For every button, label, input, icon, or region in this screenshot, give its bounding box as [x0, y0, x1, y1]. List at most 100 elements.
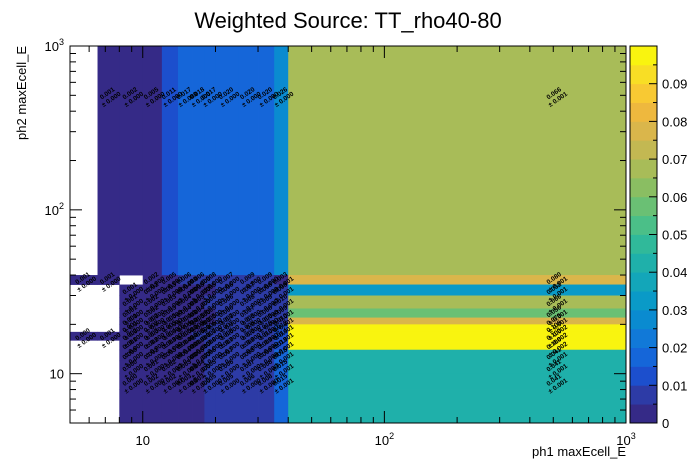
heatmap-cell — [119, 46, 144, 276]
heatmap-cell — [178, 349, 193, 362]
x-tick-label: 10 — [136, 433, 150, 448]
colorbar-band — [630, 46, 657, 66]
heatmap-cell — [258, 389, 275, 424]
colorbar-band — [630, 385, 657, 405]
heatmap-cell — [215, 331, 240, 341]
heatmap-cell — [258, 295, 275, 309]
heatmap-cell — [274, 331, 289, 341]
heatmap-cell — [274, 360, 289, 375]
y-tick-label: 10 — [50, 367, 64, 382]
heatmap-cell — [192, 349, 205, 362]
heatmap-cell — [119, 284, 144, 296]
x-axis-label: ph1 maxEcell_E — [532, 444, 626, 459]
heatmap-cell — [178, 324, 193, 333]
heatmap-cell — [178, 275, 193, 285]
heatmap-cell — [142, 295, 163, 309]
heatmap-cell — [288, 46, 627, 276]
heatmap-cell — [142, 324, 163, 333]
heatmap-cell — [142, 317, 163, 325]
heatmap-cell — [192, 284, 205, 296]
colorbar-band — [630, 404, 657, 424]
heatmap-cell — [215, 340, 240, 351]
colorbar-tick-label: 0.02 — [662, 341, 687, 356]
colorbar-tick-label: 0.01 — [662, 378, 687, 393]
colorbar-tick-label: 0.08 — [662, 114, 687, 129]
heatmap-cell — [161, 275, 179, 285]
heatmap-cell — [142, 349, 163, 362]
heatmap-cell — [161, 349, 179, 362]
heatmap-cell — [178, 360, 193, 375]
colorbar-tick-label: 0.03 — [662, 303, 687, 318]
heatmap-cell — [288, 295, 627, 309]
colorbar-band — [630, 253, 657, 273]
heatmap-cell — [142, 46, 163, 276]
chart-title: Weighted Source: TT_rho40-80 — [194, 8, 501, 33]
colorbar-band — [630, 64, 657, 85]
heatmap-cell — [142, 373, 163, 390]
heatmap-cell — [142, 275, 163, 285]
heatmap-cell — [161, 331, 179, 341]
heatmap-cell — [258, 373, 275, 390]
heatmap-cell — [192, 360, 205, 375]
heatmap-cell — [192, 46, 205, 276]
heatmap-cell — [238, 308, 259, 318]
heatmap-cell — [204, 349, 216, 362]
heatmap-cell — [204, 340, 216, 351]
heatmap-cell — [238, 349, 259, 362]
heatmap-cell — [238, 389, 259, 424]
heatmap-cell — [258, 308, 275, 318]
heatmap-cell — [192, 331, 205, 341]
heatmap-cell — [142, 340, 163, 351]
heatmap-cell — [258, 275, 275, 285]
heatmap-cell — [178, 373, 193, 390]
heatmap-cell — [192, 317, 205, 325]
heatmap-cell — [215, 389, 240, 424]
heatmap-cell — [178, 340, 193, 351]
heatmap-cell — [215, 295, 240, 309]
heatmap-cell — [97, 275, 120, 285]
heatmap-cell — [204, 331, 216, 341]
heatmap-cell — [204, 308, 216, 318]
x-tick-label: 102 — [375, 431, 394, 448]
heatmap-cell — [178, 317, 193, 325]
heatmap-cell — [274, 308, 289, 318]
heatmap-cell — [192, 324, 205, 333]
heatmap-cell — [192, 373, 205, 390]
heatmap-cell — [238, 360, 259, 375]
heatmap-cell — [215, 46, 240, 276]
heatmap-cell — [119, 331, 144, 341]
heatmap-cell — [288, 349, 627, 362]
heatmap-cell — [258, 360, 275, 375]
heatmap-cell — [215, 284, 240, 296]
heatmap-cell — [119, 295, 144, 309]
heatmap-cell — [238, 275, 259, 285]
heatmap-cell — [204, 373, 216, 390]
x-axis: 10 102 103 — [69, 46, 636, 448]
heatmap-cell — [238, 331, 259, 341]
heatmap-cell — [142, 331, 163, 341]
heatmap-cell — [274, 275, 289, 285]
heatmap-cell — [178, 284, 193, 296]
heatmap-cell — [274, 284, 289, 296]
y-axis-label: ph2 maxEcell_E — [14, 46, 29, 140]
color-scale: 0 0.01 0.02 0.03 0.04 0.05 0.06 0.07 0.08 0.09 — [629, 45, 687, 431]
colorbar-band — [630, 234, 657, 254]
colorbar-band — [630, 291, 657, 311]
heatmap-cell — [215, 360, 240, 375]
heatmap-cell — [274, 317, 289, 325]
y-tick-label: 103 — [45, 37, 64, 54]
heatmap-cell — [274, 46, 289, 276]
heatmap-cell — [142, 284, 163, 296]
heatmap-cell — [161, 389, 179, 424]
heatmap-cell — [288, 324, 627, 333]
colorbar-band — [630, 215, 657, 235]
heatmap-cell — [238, 284, 259, 296]
heatmap-cell — [142, 308, 163, 318]
heatmap-cell — [161, 324, 179, 333]
colorbar-band — [630, 159, 657, 179]
colorbar-tick-label: 0.06 — [662, 190, 687, 205]
colorbar-band — [630, 366, 657, 386]
colorbar-band — [630, 196, 657, 217]
colorbar-band — [630, 140, 657, 160]
